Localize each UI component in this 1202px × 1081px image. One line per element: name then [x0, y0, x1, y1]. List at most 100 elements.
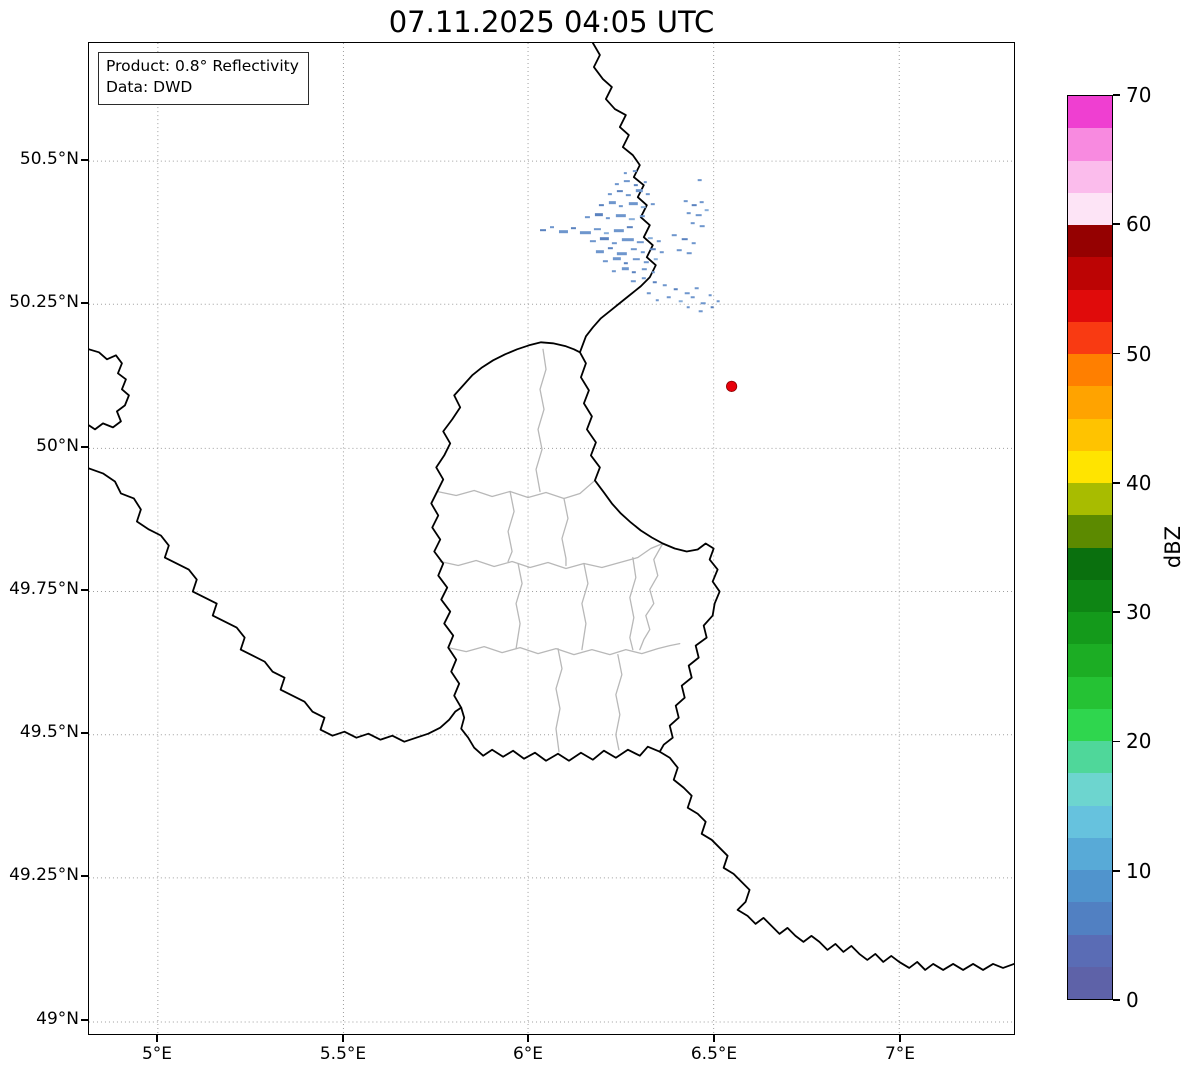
colorbar-segment [1068, 547, 1112, 580]
radar-echo [651, 271, 655, 274]
radar-echo [643, 261, 649, 264]
radar-echo [708, 294, 712, 297]
colorbar-segment [1068, 837, 1112, 870]
radar-echo [630, 280, 636, 283]
radar-echo [628, 202, 638, 206]
figure-title: 07.11.2025 04:05 UTC [388, 5, 715, 39]
info-product-line: Product: 0.8° Reflectivity [106, 57, 299, 75]
y-tick-mark [81, 1019, 88, 1021]
radar-echo [643, 181, 647, 184]
canton-border-path [629, 556, 637, 651]
radar-echo [641, 268, 647, 271]
radar-echo [605, 217, 610, 220]
colorbar-tick-mark [1113, 999, 1120, 1001]
canton-border-path [639, 542, 664, 651]
colorbar-tick-mark [1113, 869, 1120, 872]
colorbar-tick-mark [1113, 611, 1120, 613]
canton-border-path [507, 490, 515, 563]
radar-echo [633, 184, 638, 187]
y-tick-label: 50.25°N [9, 292, 79, 312]
colorbar-segment [1068, 418, 1112, 451]
country-border-path [89, 467, 463, 743]
radar-echo [626, 226, 633, 229]
colorbar-segment [1068, 160, 1112, 193]
radar-echo [625, 194, 631, 197]
colorbar-unit-label: dBZ [1161, 525, 1186, 569]
colorbar-tick-label: 70 [1126, 83, 1152, 107]
radar-echo [614, 183, 619, 186]
radar-echo [613, 229, 624, 233]
radar-echo [704, 209, 709, 212]
radar-echo [584, 216, 590, 219]
y-tick-mark [81, 159, 88, 161]
radar-echo [636, 241, 644, 244]
x-tick-mark [899, 1035, 901, 1042]
colorbar-segment [1068, 934, 1112, 967]
canton-border-path [515, 562, 523, 650]
colorbar-segment [1068, 386, 1112, 419]
colorbar-segment [1068, 257, 1112, 290]
colorbar-segment [1068, 515, 1112, 548]
radar-echo [698, 310, 703, 313]
colorbar-segment [1068, 450, 1112, 483]
y-tick-label: 49.25°N [9, 865, 79, 885]
radar-echo [615, 214, 626, 218]
x-tick-label: 6°E [512, 1044, 544, 1064]
radar-echo [690, 296, 695, 299]
radar-echo [621, 238, 634, 242]
canton-border-path [615, 653, 623, 751]
radar-echo [697, 179, 702, 182]
radar-echo [683, 200, 688, 203]
y-tick-label: 50.5°N [19, 149, 79, 169]
radar-echo [686, 252, 692, 255]
radar-echo [652, 281, 657, 284]
colorbar-segment [1068, 321, 1112, 354]
radar-echo [639, 215, 645, 218]
country-borders [89, 43, 1014, 971]
radar-echo [678, 300, 683, 303]
y-tick-mark [81, 875, 88, 877]
radar-echo [716, 300, 720, 303]
radar-echo [593, 228, 601, 231]
country-border-path [658, 750, 1014, 971]
radar-echo [666, 296, 671, 299]
radar-echo [673, 288, 678, 291]
radar-echo [621, 267, 629, 271]
colorbar-segment [1068, 225, 1112, 258]
canton-border-path [439, 542, 664, 570]
radar-echo [607, 247, 613, 250]
radar-echo [653, 258, 658, 261]
radar-echo [641, 277, 646, 280]
radar-echo [646, 292, 651, 295]
radar-echo [607, 193, 612, 196]
colorbar-segment [1068, 483, 1112, 516]
radar-echo [650, 203, 655, 206]
radar-echo [632, 258, 640, 261]
country-border-path [430, 341, 721, 762]
radar-echo [690, 222, 695, 225]
radar-echo [662, 284, 667, 287]
radar-echo [570, 227, 576, 230]
radar-echo [623, 172, 627, 175]
y-tick-mark [81, 302, 88, 304]
radar-echo [645, 193, 650, 196]
radar-echo [618, 205, 623, 208]
colorbar-tick-label: 0 [1126, 988, 1139, 1012]
colorbar-tick-label: 30 [1126, 600, 1152, 625]
radar-echo [579, 231, 591, 235]
radar-echo [623, 262, 628, 265]
radar-echo [700, 302, 706, 305]
radar-echo [558, 230, 568, 234]
y-tick-label: 49.5°N [19, 722, 79, 742]
colorbar-segment [1068, 708, 1112, 741]
colorbar-tick-label: 10 [1126, 858, 1152, 883]
radar-echo [599, 237, 609, 241]
colorbar-tick-mark [1113, 94, 1120, 96]
radar-echo [649, 248, 656, 251]
radar-echo [686, 306, 690, 309]
radar-echo [630, 248, 637, 251]
canton-border-path [447, 642, 681, 656]
canton-border-path [535, 348, 547, 493]
radar-echo [671, 234, 677, 237]
canton-border-path [581, 562, 589, 651]
